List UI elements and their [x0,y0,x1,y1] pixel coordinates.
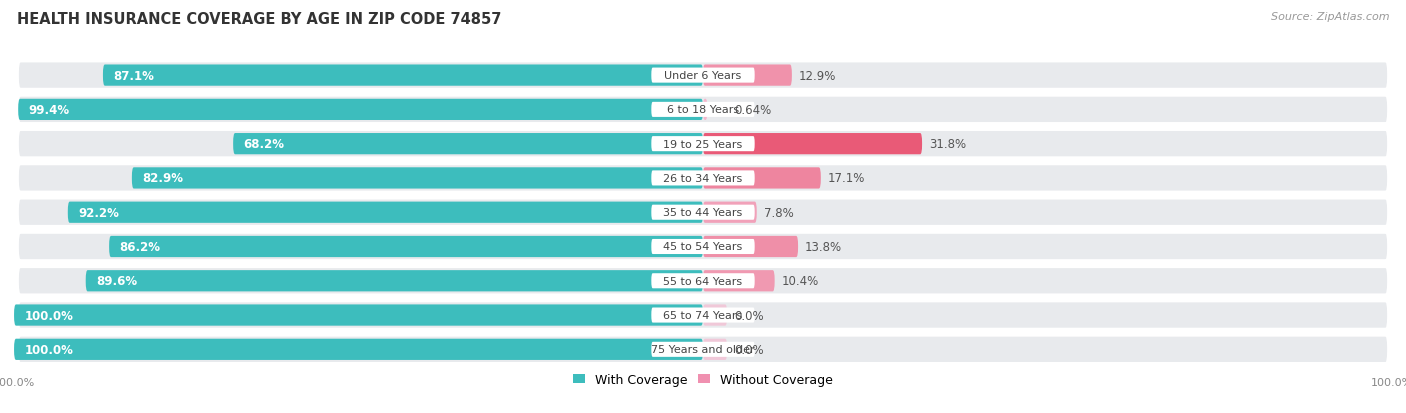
FancyBboxPatch shape [703,134,922,155]
FancyBboxPatch shape [651,69,755,83]
Text: 6 to 18 Years: 6 to 18 Years [666,105,740,115]
FancyBboxPatch shape [651,171,755,186]
Text: 31.8%: 31.8% [929,138,966,151]
FancyBboxPatch shape [703,305,727,326]
FancyBboxPatch shape [651,308,755,323]
Text: 92.2%: 92.2% [79,206,120,219]
FancyBboxPatch shape [67,202,703,223]
Text: 7.8%: 7.8% [763,206,793,219]
FancyBboxPatch shape [651,102,755,118]
FancyBboxPatch shape [17,199,1389,227]
Text: 89.6%: 89.6% [96,275,138,287]
FancyBboxPatch shape [651,137,755,152]
Text: Under 6 Years: Under 6 Years [665,71,741,81]
FancyBboxPatch shape [703,236,799,257]
Text: 55 to 64 Years: 55 to 64 Years [664,276,742,286]
FancyBboxPatch shape [17,233,1389,261]
FancyBboxPatch shape [17,335,1389,363]
Text: 13.8%: 13.8% [806,240,842,253]
FancyBboxPatch shape [703,65,792,86]
FancyBboxPatch shape [14,339,703,360]
FancyBboxPatch shape [703,168,821,189]
Text: 75 Years and older: 75 Years and older [651,344,755,354]
FancyBboxPatch shape [132,168,703,189]
Text: Source: ZipAtlas.com: Source: ZipAtlas.com [1271,12,1389,22]
Text: 10.4%: 10.4% [782,275,818,287]
Text: 100.0%: 100.0% [24,309,73,322]
FancyBboxPatch shape [17,164,1389,192]
FancyBboxPatch shape [651,240,755,254]
FancyBboxPatch shape [103,65,703,86]
Text: 82.9%: 82.9% [142,172,183,185]
Text: 45 to 54 Years: 45 to 54 Years [664,242,742,252]
Text: 0.64%: 0.64% [734,104,772,116]
Text: 65 to 74 Years: 65 to 74 Years [664,310,742,320]
FancyBboxPatch shape [651,342,755,357]
FancyBboxPatch shape [233,134,703,155]
Text: 87.1%: 87.1% [114,69,155,83]
FancyBboxPatch shape [703,202,756,223]
Text: 0.0%: 0.0% [734,343,763,356]
Text: 35 to 44 Years: 35 to 44 Years [664,208,742,218]
FancyBboxPatch shape [703,271,775,292]
Text: 100.0%: 100.0% [24,343,73,356]
Legend: With Coverage, Without Coverage: With Coverage, Without Coverage [568,368,838,391]
FancyBboxPatch shape [651,205,755,220]
FancyBboxPatch shape [703,100,707,121]
FancyBboxPatch shape [703,339,727,360]
Text: 12.9%: 12.9% [799,69,837,83]
FancyBboxPatch shape [14,305,703,326]
FancyBboxPatch shape [17,267,1389,295]
Text: 26 to 34 Years: 26 to 34 Years [664,173,742,183]
FancyBboxPatch shape [18,100,703,121]
Text: HEALTH INSURANCE COVERAGE BY AGE IN ZIP CODE 74857: HEALTH INSURANCE COVERAGE BY AGE IN ZIP … [17,12,502,27]
FancyBboxPatch shape [17,62,1389,90]
FancyBboxPatch shape [110,236,703,257]
FancyBboxPatch shape [17,301,1389,329]
Text: 68.2%: 68.2% [243,138,284,151]
Text: 19 to 25 Years: 19 to 25 Years [664,139,742,149]
FancyBboxPatch shape [86,271,703,292]
FancyBboxPatch shape [651,273,755,289]
FancyBboxPatch shape [17,130,1389,158]
Text: 0.0%: 0.0% [734,309,763,322]
Text: 99.4%: 99.4% [28,104,70,116]
FancyBboxPatch shape [17,96,1389,124]
Text: 86.2%: 86.2% [120,240,160,253]
Text: 17.1%: 17.1% [828,172,865,185]
